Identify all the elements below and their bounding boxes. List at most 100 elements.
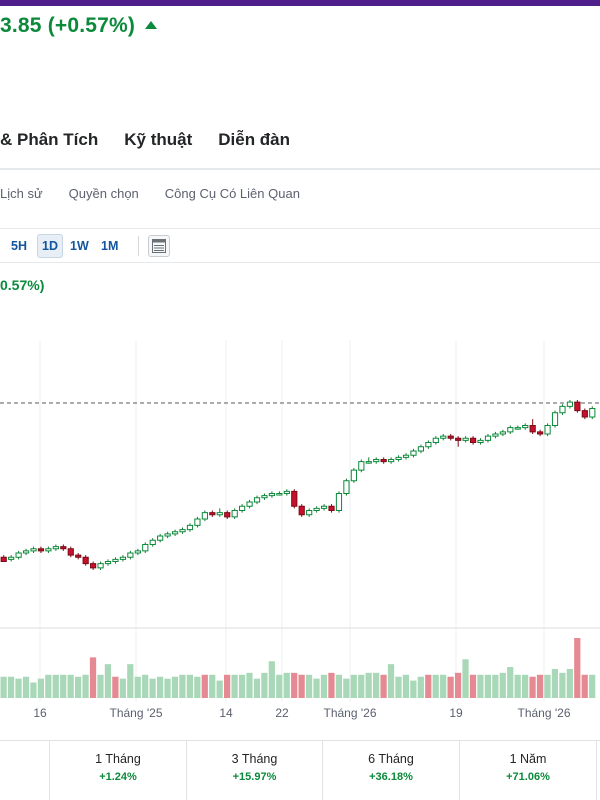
volume-bar (410, 680, 417, 698)
candle-body (52, 546, 59, 550)
candle-body (0, 556, 7, 562)
volume-bar (231, 674, 238, 698)
candle-body (469, 437, 477, 443)
candle-body (343, 480, 350, 494)
volume-bar (82, 674, 89, 698)
price-change: 3.85 (+0.57%) (0, 14, 158, 38)
candle-body (8, 556, 15, 560)
x-tick-label: Tháng '25 (109, 706, 163, 720)
tab-technical[interactable]: Kỹ thuật (124, 130, 193, 149)
candle-body (499, 431, 506, 435)
perf-cell[interactable] (0, 741, 50, 800)
volume-bar (52, 674, 59, 698)
candle-body (551, 412, 559, 426)
perf-cell-1y[interactable]: 1 Năm +71.06% (460, 741, 597, 800)
period-1m-button[interactable]: 1M (101, 239, 119, 253)
candle-body (231, 510, 238, 518)
volume-bar (104, 664, 112, 698)
candle-body (581, 410, 588, 418)
candle-body (559, 405, 566, 414)
volume-bar (201, 674, 208, 698)
sub-tabs: Lịch sử Quyền chọn Công Cụ Có Liên Quan (0, 186, 300, 201)
period-1d-button[interactable]: 1D (37, 234, 63, 258)
volume-bar (477, 674, 484, 698)
volume-bar (194, 676, 201, 698)
x-tick-label: Tháng '26 (517, 706, 571, 720)
candle-body (201, 512, 208, 520)
period-5h-button[interactable]: 5H (11, 239, 27, 253)
volume-bar (395, 676, 402, 698)
volume-bar (186, 674, 193, 698)
volume-bar (45, 674, 52, 698)
volume-bar (30, 682, 37, 698)
candle-body (335, 493, 343, 511)
candle-body (514, 427, 521, 430)
price-chart[interactable] (0, 340, 600, 702)
perf-label: 1 Năm (509, 752, 547, 766)
candle-body (455, 437, 462, 441)
volume-bar (67, 674, 74, 698)
candle-body (90, 563, 97, 569)
volume-bar (164, 678, 171, 698)
volume-bar (380, 674, 387, 698)
volume-bar (60, 674, 67, 698)
volume-bar (350, 674, 357, 698)
volume-bar (298, 674, 305, 698)
volume-bar (581, 674, 588, 698)
perf-cell-1m[interactable]: 1 Tháng +1.24% (50, 741, 187, 800)
candle-body (67, 548, 74, 556)
volume-bar (112, 676, 119, 698)
performance-divider (0, 740, 600, 741)
subtab-history[interactable]: Lịch sử (0, 186, 43, 201)
candle-body (37, 548, 45, 552)
perf-label: 1 Tháng (95, 752, 141, 766)
volume-bar (358, 674, 365, 698)
volume-bar (142, 674, 149, 698)
candle-body (97, 563, 104, 569)
candle-body (134, 550, 141, 554)
candle-body (484, 435, 492, 441)
tab-forum[interactable]: Diễn đàn (218, 130, 291, 149)
candle-body (320, 505, 328, 509)
perf-value: +15.97% (232, 771, 277, 783)
subtab-options[interactable]: Quyền chọn (68, 186, 139, 201)
x-tick-label: 16 (33, 706, 47, 720)
perf-cell-3m[interactable]: 3 Tháng +15.97% (187, 741, 323, 800)
volume-bar (37, 678, 44, 698)
volume-bar (536, 674, 544, 698)
volume-bar (328, 672, 335, 698)
perf-cell-6m[interactable]: 6 Tháng +36.18% (323, 741, 460, 800)
volume-bar (75, 676, 82, 698)
volume-bar (462, 659, 469, 698)
perf-label: 3 Tháng (231, 752, 278, 766)
candle-body (112, 558, 119, 562)
candle-body (194, 518, 201, 526)
volume-bar (544, 674, 551, 698)
candle-body (253, 497, 261, 503)
candle-body (507, 427, 514, 433)
volume-bar (373, 672, 380, 698)
candle-body (402, 454, 410, 458)
candle-body (373, 459, 380, 463)
candle-body (298, 505, 305, 516)
candle-body (283, 490, 290, 494)
volume-bar (171, 676, 179, 698)
candle-body (380, 459, 387, 463)
candle-body (566, 401, 574, 407)
candle-body (261, 495, 268, 499)
candle-body (388, 459, 395, 463)
candle-body (164, 533, 171, 537)
candle-body (239, 505, 246, 511)
candle-body (224, 512, 231, 518)
candle-body (186, 524, 194, 531)
tab-analysis[interactable]: & Phân Tích (0, 130, 99, 149)
candle-body (75, 554, 82, 558)
candle-body (142, 544, 149, 552)
candle-body (60, 546, 67, 550)
table-view-button[interactable] (148, 235, 170, 257)
subtab-related-tools[interactable]: Công Cụ Có Liên Quan (164, 186, 300, 201)
volume-bar (179, 674, 186, 698)
period-1w-button[interactable]: 1W (70, 239, 89, 253)
volume-bar (417, 676, 424, 698)
volume-bar (156, 676, 164, 698)
